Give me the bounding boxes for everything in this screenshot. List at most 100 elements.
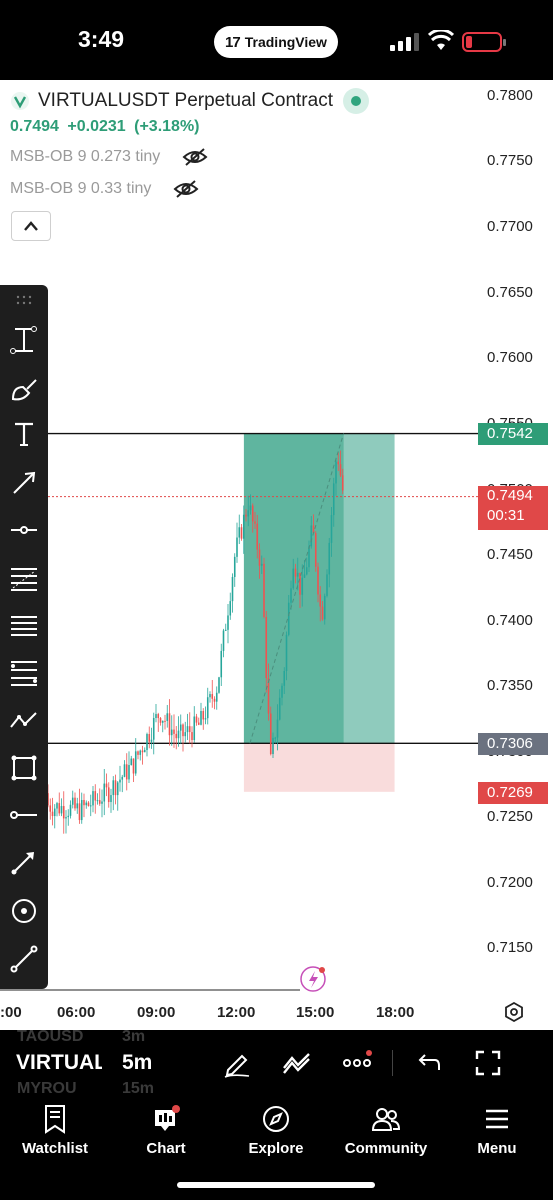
gann-tool[interactable] (6, 654, 42, 690)
candle-body (62, 806, 65, 819)
horizontal-line-icon (11, 526, 37, 534)
collapse-legend-button[interactable] (11, 211, 51, 241)
cursor-tool[interactable] (6, 322, 42, 358)
tab-label: Explore (248, 1140, 304, 1157)
chart-settings-icon[interactable] (504, 1002, 524, 1022)
indicator-row[interactable]: MSB-OB 9 0.273 tiny (10, 146, 369, 168)
tradingview-pill[interactable]: 17 TradingView (214, 26, 338, 58)
more-icon[interactable] (342, 1048, 372, 1078)
candle-body (141, 750, 144, 753)
indicator-label[interactable]: MSB-OB 9 0.273 tiny (10, 148, 161, 165)
grid-lines-icon (11, 661, 37, 686)
candle-body (256, 523, 259, 550)
drag-handle-icon[interactable] (16, 295, 32, 305)
candle-body (251, 505, 254, 522)
candle-body (254, 521, 256, 524)
eye-hidden-icon[interactable] (173, 179, 199, 199)
trade-path-line (249, 433, 345, 744)
text-tool[interactable] (6, 416, 42, 452)
tab-label: Watchlist (21, 1140, 89, 1157)
tab-menu[interactable]: Menu (452, 1104, 542, 1157)
compass-icon (263, 1106, 289, 1132)
candle-body (132, 758, 135, 774)
undo-icon[interactable] (413, 1048, 443, 1078)
time-axis-label: 12:00 (217, 1004, 256, 1021)
rectangle-tool[interactable] (6, 750, 42, 786)
chart-area[interactable]: VIRTUALUSDT Perpetual Contract 0.7494 +0… (0, 80, 553, 1030)
pencil-draw-icon[interactable] (222, 1048, 252, 1078)
ghost-interval: 3m (122, 1030, 146, 1045)
candle-body (200, 710, 202, 725)
pattern-tool[interactable] (6, 702, 42, 738)
trend-line-tool[interactable] (6, 941, 42, 977)
price-axis-label: 0.7600 (487, 349, 533, 366)
candle-body (209, 694, 211, 698)
parallel-channel-tool[interactable] (6, 607, 42, 643)
candle-body (134, 751, 137, 774)
candle-body (125, 764, 128, 780)
candle-body (112, 780, 115, 796)
price-axis-label: 0.7450 (487, 546, 533, 563)
candle-body (76, 803, 79, 809)
candle-body (213, 698, 216, 702)
candle-body (229, 601, 232, 616)
candle-body (101, 801, 103, 804)
candle-body (224, 629, 227, 631)
fullscreen-icon[interactable] (473, 1048, 503, 1078)
candle-body (308, 546, 310, 568)
symbol-selector[interactable]: VIRTUALUSDT (16, 1051, 102, 1074)
ghost-symbol: MYROU (17, 1080, 77, 1096)
candle-body (222, 630, 225, 651)
trend-line-icon (10, 945, 38, 973)
brush-tool[interactable] (6, 370, 42, 406)
candle-body (98, 800, 101, 804)
candle-body (218, 677, 220, 693)
circle-tool[interactable] (6, 893, 42, 929)
indicator-label[interactable]: MSB-OB 9 0.33 tiny (10, 180, 152, 197)
arrow-tool[interactable] (6, 465, 42, 501)
tab-label: Menu (477, 1140, 517, 1157)
stop-price-tag: 0.7269 (478, 782, 548, 804)
candle-body (238, 527, 241, 538)
candle-body (186, 726, 189, 733)
interval-selector[interactable]: 5m (122, 1051, 153, 1074)
tab-explore[interactable]: Explore (231, 1104, 321, 1157)
candle-body (137, 751, 139, 755)
candle-body (283, 671, 286, 686)
chevron-up-icon (24, 221, 38, 231)
people-icon (371, 1108, 401, 1131)
zigzag-icon (10, 712, 37, 728)
arrow-pen-icon (13, 471, 36, 494)
candle-body (119, 779, 121, 783)
candle-body (92, 791, 94, 806)
time-axis-label: 06:00 (57, 1004, 96, 1021)
horizontal-line-tool[interactable] (6, 512, 42, 548)
tab-watchlist[interactable]: Watchlist (10, 1104, 100, 1157)
candle-body (157, 714, 160, 719)
candle-body (294, 568, 297, 577)
current-price-tag: 0.7494 00:31 (478, 486, 548, 530)
candle-body (265, 616, 268, 679)
indicator-row[interactable]: MSB-OB 9 0.33 tiny (10, 178, 369, 200)
candle-body (179, 724, 182, 731)
chart-icon (155, 1105, 180, 1131)
tradingview-pill-label: TradingView (244, 34, 327, 50)
indicators-icon[interactable] (282, 1048, 312, 1078)
arrow-line-tool[interactable] (6, 844, 42, 880)
candle-body (65, 817, 67, 819)
price-axis-label: 0.7800 (487, 87, 533, 104)
tab-community[interactable]: Community (341, 1104, 431, 1157)
tab-chart[interactable]: Chart (121, 1104, 211, 1157)
fib-tool[interactable] (6, 560, 42, 596)
candle-body (150, 739, 153, 742)
candle-body (310, 525, 313, 547)
candle-body (83, 800, 85, 806)
candle-countdown: 00:31 (487, 507, 525, 524)
price-axis-label: 0.7200 (487, 874, 533, 891)
price-chart[interactable] (0, 80, 553, 1030)
price-change: +0.0231 (67, 118, 126, 135)
symbol-title[interactable]: VIRTUALUSDT Perpetual Contract (38, 90, 333, 111)
eye-hidden-icon[interactable] (182, 147, 208, 167)
ray-tool[interactable] (6, 797, 42, 833)
market-status-icon[interactable] (342, 88, 369, 114)
